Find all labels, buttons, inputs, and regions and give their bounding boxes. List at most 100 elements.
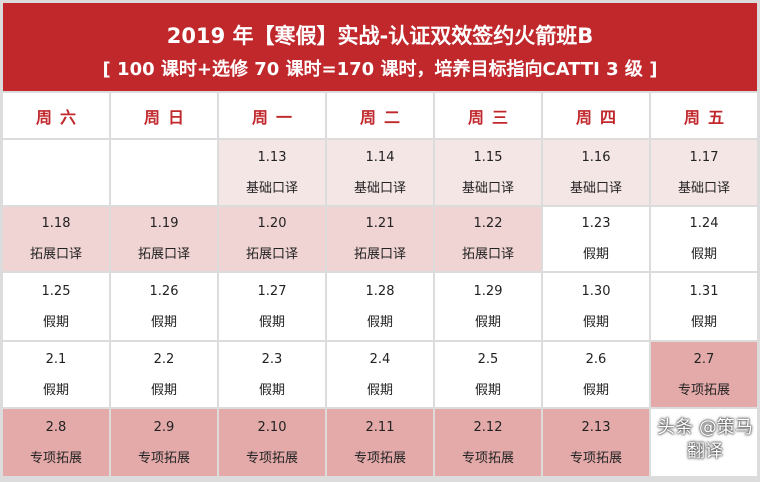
cell-date: 1.17 — [689, 149, 719, 165]
calendar-cell: 1.21 拓展口译 — [327, 207, 433, 271]
calendar-cell: 1.17 基础口译 — [651, 140, 757, 205]
calendar-cell: 2.5 假期 — [435, 342, 541, 407]
cell-label: 假期 — [150, 382, 177, 398]
cell-date: 1.29 — [473, 283, 503, 299]
cell-date: 1.30 — [581, 283, 611, 299]
calendar-cell: 1.18 拓展口译 — [3, 207, 109, 271]
page-subtitle: [ 100 课时+选修 70 课时=170 课时，培养目标指向CATTI 3 级… — [102, 59, 658, 80]
calendar-cell: 2.1 假期 — [3, 342, 109, 407]
cell-label: 基础口译 — [677, 180, 730, 196]
cell-label: 假期 — [42, 382, 69, 398]
calendar-cell: 2.13 专项拓展 — [543, 409, 649, 476]
cell-date: 1.26 — [149, 283, 179, 299]
schedule-table: 2019 年【寒假】实战-认证双效签约火箭班B [ 100 课时+选修 70 课… — [3, 3, 757, 479]
cell-date: 1.28 — [365, 283, 395, 299]
cell-date: 1.15 — [473, 149, 503, 165]
cell-date: 2.11 — [365, 419, 395, 435]
cell-date: 2.8 — [45, 419, 67, 435]
cell-date: 1.24 — [689, 216, 719, 231]
calendar-cell: 2.7 专项拓展 — [651, 342, 757, 407]
cell-date: 2.6 — [585, 351, 607, 367]
calendar-cell — [651, 409, 757, 476]
calendar-cell: 2.4 假期 — [327, 342, 433, 407]
day-header: 周四 — [543, 93, 649, 138]
cell-label: 假期 — [474, 382, 501, 398]
calendar-cell: 1.20 拓展口译 — [219, 207, 325, 271]
cell-date: 1.18 — [41, 216, 71, 231]
cell-label: 基础口译 — [353, 180, 406, 196]
cell-label: 拓展口译 — [461, 247, 514, 262]
cell-label: 假期 — [258, 314, 285, 330]
cell-date: 1.20 — [257, 216, 287, 231]
cell-label: 假期 — [474, 314, 501, 330]
cell-date: 1.31 — [689, 283, 719, 299]
cell-date: 2.5 — [477, 351, 499, 367]
cell-label: 基础口译 — [461, 180, 514, 196]
cell-label: 基础口译 — [245, 180, 298, 196]
cell-date: 1.16 — [581, 149, 611, 165]
day-header: 周三 — [435, 93, 541, 138]
cell-date: 1.25 — [41, 283, 71, 299]
cell-date: 1.13 — [257, 149, 287, 165]
calendar-grid: 周六 周日 周一 周二 周三 周四 周五 1.13 基础口译 1.14 基础口译 1.15 基础口译 1.… — [3, 93, 757, 476]
calendar-cell: 1.30 假期 — [543, 273, 649, 340]
cell-label: 专项拓展 — [569, 450, 622, 466]
cell-label: 拓展口译 — [353, 247, 406, 262]
cell-label: 假期 — [42, 314, 69, 330]
calendar-cell: 1.19 拓展口译 — [111, 207, 217, 271]
calendar-cell: 1.26 假期 — [111, 273, 217, 340]
cell-label: 专项拓展 — [677, 382, 730, 398]
calendar-cell: 1.25 假期 — [3, 273, 109, 340]
cell-date: 2.1 — [45, 351, 67, 367]
cell-date: 2.4 — [369, 351, 391, 367]
calendar-cell: 1.16 基础口译 — [543, 140, 649, 205]
calendar-cell: 2.6 假期 — [543, 342, 649, 407]
cell-date: 2.2 — [153, 351, 175, 367]
calendar-cell: 1.29 假期 — [435, 273, 541, 340]
day-header: 周二 — [327, 93, 433, 138]
cell-date: 2.12 — [473, 419, 503, 435]
watermark: 头条 @策马翻译 — [657, 417, 753, 462]
cell-date: 1.27 — [257, 283, 287, 299]
cell-label: 假期 — [366, 382, 393, 398]
cell-date: 1.14 — [365, 149, 395, 165]
calendar-cell: 1.15 基础口译 — [435, 140, 541, 205]
cell-label: 假期 — [582, 314, 609, 330]
calendar-cell: 2.8 专项拓展 — [3, 409, 109, 476]
calendar-cell: 2.10 专项拓展 — [219, 409, 325, 476]
cell-label: 专项拓展 — [29, 450, 82, 466]
cell-date: 1.19 — [149, 216, 179, 231]
cell-date: 2.3 — [261, 351, 283, 367]
cell-label: 假期 — [366, 314, 393, 330]
calendar-cell: 2.12 专项拓展 — [435, 409, 541, 476]
calendar-cell — [3, 140, 109, 205]
calendar-cell — [111, 140, 217, 205]
cell-label: 专项拓展 — [137, 450, 190, 466]
cell-date: 1.22 — [473, 216, 503, 231]
calendar-cell: 1.13 基础口译 — [219, 140, 325, 205]
cell-label: 假期 — [582, 247, 609, 262]
calendar-cell: 2.2 假期 — [111, 342, 217, 407]
cell-label: 拓展口译 — [137, 247, 190, 262]
calendar-cell: 1.31 假期 — [651, 273, 757, 340]
cell-label: 假期 — [150, 314, 177, 330]
calendar-cell: 1.23 假期 — [543, 207, 649, 271]
day-header: 周一 — [219, 93, 325, 138]
cell-label: 拓展口译 — [245, 247, 298, 262]
calendar-cell: 1.27 假期 — [219, 273, 325, 340]
page-title: 2019 年【寒假】实战-认证双效签约火箭班B — [166, 24, 594, 48]
table-header: 2019 年【寒假】实战-认证双效签约火箭班B [ 100 课时+选修 70 课… — [3, 3, 757, 91]
cell-label: 基础口译 — [569, 180, 622, 196]
cell-date: 2.9 — [153, 419, 175, 435]
cell-date: 1.23 — [581, 216, 611, 231]
cell-date: 1.21 — [365, 216, 395, 231]
day-header: 周六 — [3, 93, 109, 138]
calendar-cell: 1.28 假期 — [327, 273, 433, 340]
cell-label: 专项拓展 — [353, 450, 406, 466]
cell-label: 假期 — [582, 382, 609, 398]
cell-label: 假期 — [258, 382, 285, 398]
calendar-cell: 1.14 基础口译 — [327, 140, 433, 205]
calendar-cell: 2.3 假期 — [219, 342, 325, 407]
calendar-cell: 2.11 专项拓展 — [327, 409, 433, 476]
day-header: 周五 — [651, 93, 757, 138]
